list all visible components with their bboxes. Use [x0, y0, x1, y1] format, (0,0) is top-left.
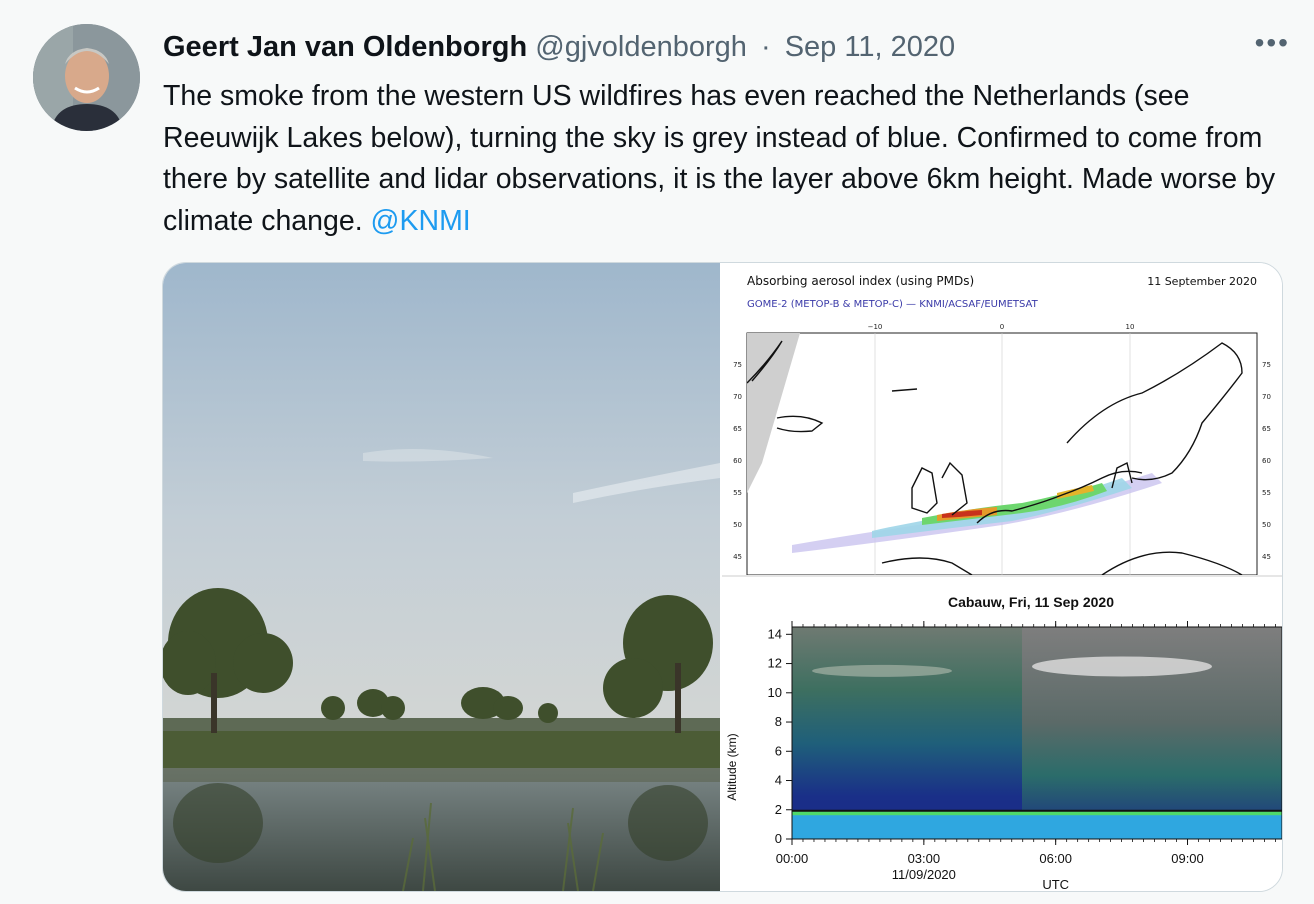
- map-subtitle: GOME-2 (METOP-B & METOP-C) — KNMI/ACSAF/…: [747, 299, 1039, 310]
- map-lon-tick: 0: [1000, 323, 1004, 331]
- lidar-title: Cabauw, Fri, 11 Sep 2020: [948, 594, 1114, 610]
- lidar-heatmap: [791, 626, 1282, 840]
- lidar-x-label: UTC: [1042, 877, 1069, 891]
- x-tick-label: 03:00: [908, 851, 941, 866]
- lidar-date-label: 11/09/2020: [892, 867, 956, 882]
- map-lat-tick: 45: [733, 553, 742, 561]
- map-lat-ticks: 75 70 65 60 55 50 45: [733, 361, 742, 561]
- smoke-layer: [812, 664, 952, 677]
- lidar-frame: [791, 626, 1282, 840]
- map-title: Absorbing aerosol index (using PMDs): [747, 274, 974, 288]
- map-date: 11 September 2020: [1147, 275, 1257, 288]
- tweet-text: The smoke from the western US wildfires …: [163, 76, 1283, 242]
- lidar-y-label: Altitude (km): [725, 733, 739, 800]
- map-lat-tick: 60: [1262, 457, 1271, 465]
- tweet-header: Geert Jan van Oldenborgh @gjvoldenborgh …: [163, 28, 1274, 66]
- lake-photo[interactable]: [163, 263, 720, 891]
- heatmap-region-night: [792, 627, 1022, 839]
- map-lat-tick: 60: [733, 457, 742, 465]
- y-tick-label: 10: [768, 685, 782, 700]
- map-lat-tick: 45: [1262, 553, 1271, 561]
- mention-link[interactable]: @KNMI: [370, 204, 471, 237]
- y-tick-label: 12: [768, 656, 782, 671]
- y-tick-label: 6: [775, 743, 782, 758]
- cloud-base-line: [792, 809, 1282, 812]
- x-tick-label: 00:00: [776, 851, 809, 866]
- tweet-body: The smoke from the western US wildfires …: [163, 80, 1276, 237]
- map-coastlines: [746, 340, 1243, 575]
- map-lat-tick: 55: [733, 489, 742, 497]
- map-nodata-region: [747, 333, 800, 493]
- aerosol-plume: [792, 473, 1162, 553]
- y-tick-label: 14: [768, 626, 782, 641]
- lidar-axes: 0 2 4 6 8 10 12 14 00:00 03:00 06:00 09:00: [768, 621, 1276, 866]
- lidar-chart[interactable]: Cabauw, Fri, 11 Sep 2020 0 2 4 6 8 10 12 14 00:0…: [722, 577, 1282, 891]
- separator-dot: ·: [760, 31, 771, 63]
- author-handle[interactable]: @gjvoldenborgh: [535, 31, 747, 63]
- y-tick-label: 4: [775, 773, 782, 788]
- tweet-date[interactable]: Sep 11, 2020: [784, 31, 956, 63]
- map-lat-ticks: 75 70 65 60 55 50 45: [1262, 361, 1271, 561]
- map-lon-tick: −10: [868, 323, 883, 331]
- map-lat-tick: 55: [1262, 489, 1271, 497]
- map-lat-tick: 70: [1262, 393, 1271, 401]
- boundary-layer-band: [792, 811, 1282, 839]
- tweet-media: Absorbing aerosol index (using PMDs) 11 …: [162, 262, 1283, 892]
- x-tick-label: 06:00: [1039, 851, 1072, 866]
- map-lat-tick: 75: [733, 361, 742, 369]
- author-name[interactable]: Geert Jan van Oldenborgh: [163, 31, 528, 63]
- aerosol-map[interactable]: Absorbing aerosol index (using PMDs) 11 …: [722, 263, 1282, 577]
- map-lat-tick: 65: [733, 425, 742, 433]
- more-options-icon[interactable]: •••: [1254, 27, 1290, 58]
- y-tick-label: 8: [775, 714, 782, 729]
- map-lat-tick: 65: [1262, 425, 1271, 433]
- map-lat-tick: 70: [733, 393, 742, 401]
- y-tick-label: 0: [775, 831, 782, 846]
- map-lat-tick: 50: [733, 521, 742, 529]
- y-tick-label: 2: [775, 802, 782, 817]
- boundary-layer-top: [792, 811, 1282, 816]
- avatar-image: [33, 24, 140, 131]
- smoke-layer: [1032, 656, 1212, 677]
- x-tick-label: 09:00: [1171, 851, 1204, 866]
- author-avatar[interactable]: [33, 24, 140, 131]
- map-lat-tick: 50: [1262, 521, 1271, 529]
- map-lon-tick: 10: [1126, 323, 1135, 331]
- map-lat-tick: 75: [1262, 361, 1271, 369]
